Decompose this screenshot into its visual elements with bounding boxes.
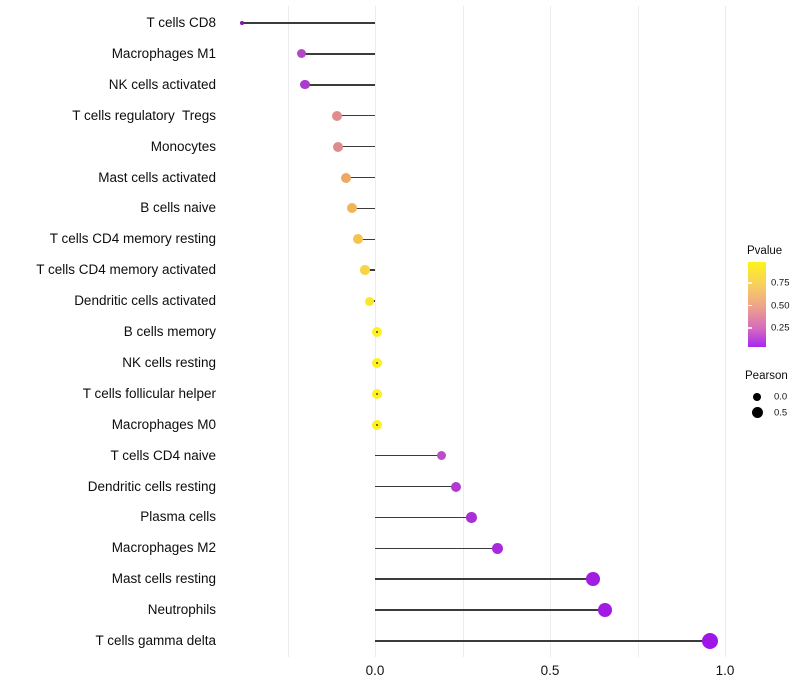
gridline <box>287 6 289 657</box>
lollipop-dot-center-speck <box>375 392 378 395</box>
pearson-size-label: 0.5 <box>774 407 788 418</box>
y-axis-label: NK cells activated <box>108 76 216 92</box>
gridline <box>725 6 726 657</box>
lollipop-dot <box>296 49 307 59</box>
pearson-size-dot <box>753 393 761 401</box>
gridline <box>637 6 639 657</box>
lollipop-stem <box>337 145 375 148</box>
pvalue-tick-label: 0.25 <box>771 322 790 334</box>
pvalue-gradient-tick <box>748 327 752 329</box>
lollipop-stem <box>351 207 375 210</box>
lollipop-stem <box>357 238 375 241</box>
gridline <box>462 6 464 657</box>
lollipop-dot <box>352 234 363 245</box>
pearson-legend-title: Pearson <box>745 370 788 382</box>
x-tick-label: 0.0 <box>365 663 385 678</box>
pearson-size-dot <box>751 407 763 418</box>
lollipop-stem <box>375 485 456 488</box>
lollipop-stem <box>375 609 605 611</box>
pvalue-gradient-tick <box>748 282 752 284</box>
lollipop-dot <box>331 110 342 121</box>
lollipop-stem <box>345 176 375 179</box>
pvalue-gradient-tick <box>748 304 752 307</box>
lollipop-stem <box>375 578 594 580</box>
lollipop-dot <box>450 481 461 492</box>
lollipop-dot <box>340 172 351 183</box>
lollipop-stem <box>375 454 442 457</box>
lollipop-stem <box>375 640 710 642</box>
y-axis-label: Macrophages M2 <box>111 540 216 556</box>
x-tick-label: 1.0 <box>715 663 735 678</box>
y-axis-label: Dendritic cells activated <box>74 293 216 309</box>
lollipop-dot <box>598 603 612 617</box>
lollipop-stem <box>301 53 375 55</box>
lollipop-dot-center-speck <box>375 361 378 365</box>
lollipop-stem <box>242 22 375 24</box>
lollipop-dot <box>436 450 447 461</box>
y-axis-label: Macrophages M1 <box>111 45 216 61</box>
y-axis-label: NK cells resting <box>122 354 216 370</box>
lollipop-dot <box>360 265 370 275</box>
lollipop-dot <box>239 20 245 26</box>
y-axis-label: Mast cells activated <box>98 169 216 185</box>
pvalue-gradient-bar <box>748 262 766 347</box>
y-axis-label: Monocytes <box>150 138 216 154</box>
lollipop-dot <box>332 141 343 152</box>
lollipop-stem <box>305 84 375 86</box>
lollipop-dot-center-speck <box>375 423 378 426</box>
y-axis-label: Plasma cells <box>140 509 216 525</box>
y-axis-label: B cells naive <box>140 200 216 216</box>
lollipop-stem <box>336 114 375 117</box>
y-axis-label: T cells CD8 <box>146 15 216 30</box>
y-axis-label: T cells follicular helper <box>82 385 216 401</box>
y-axis-label: Mast cells resting <box>111 571 216 587</box>
y-axis-label: Dendritic cells resting <box>87 478 216 494</box>
y-axis-label: B cells memory <box>123 324 216 339</box>
lollipop-dot <box>491 542 504 554</box>
lollipop-dot <box>701 633 718 649</box>
lollipop-stem <box>375 547 498 550</box>
lollipop-stem <box>375 516 472 519</box>
y-axis-label: T cells CD4 memory resting <box>49 231 216 247</box>
y-axis-label: T cells CD4 memory activated <box>36 262 216 278</box>
lollipop-dot <box>586 572 600 586</box>
x-tick-label: 0.5 <box>540 663 560 678</box>
pearson-size-label: 0.0 <box>774 391 788 403</box>
lollipop-dot <box>364 296 374 306</box>
y-axis-label: T cells gamma delta <box>95 633 216 648</box>
lollipop-dot <box>466 512 477 523</box>
y-axis-label: T cells regulatory Tregs <box>72 107 216 123</box>
pvalue-tick-label: 0.50 <box>771 300 790 311</box>
pvalue-tick-label: 0.75 <box>771 277 790 289</box>
lollipop-dot-center-speck <box>375 330 378 334</box>
y-axis-label: Macrophages M0 <box>111 416 216 432</box>
lollipop-dot <box>300 80 310 90</box>
lollipop-dot <box>346 203 357 214</box>
y-axis-label: Neutrophils <box>147 602 216 618</box>
lollipop-stem <box>364 269 375 271</box>
gridline <box>550 6 551 657</box>
y-axis-label: T cells CD4 naive <box>110 447 216 463</box>
pvalue-legend-title: Pvalue <box>747 245 783 257</box>
